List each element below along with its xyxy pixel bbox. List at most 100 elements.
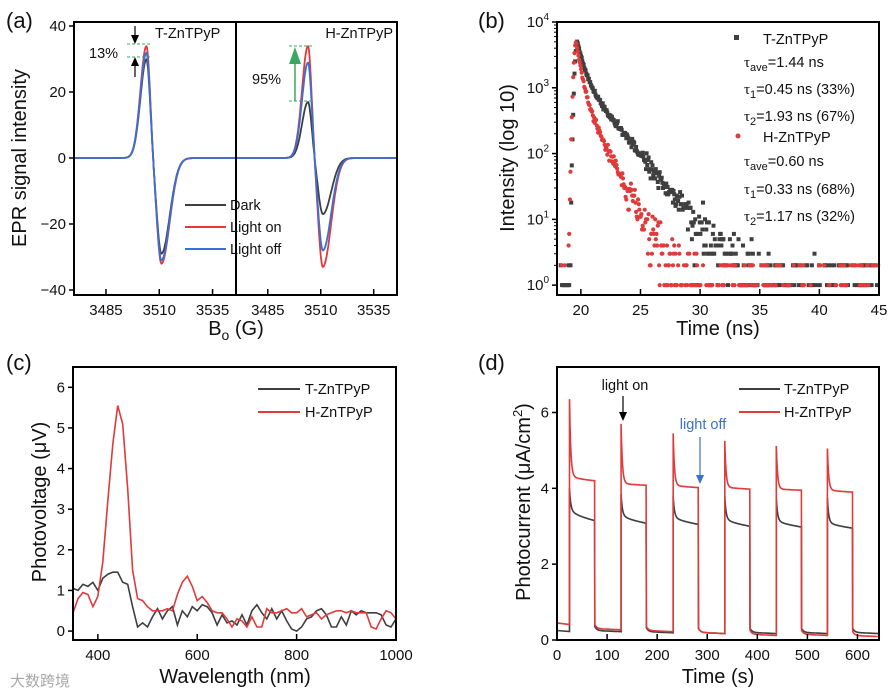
decay-point-t-zntpyp: [692, 263, 697, 268]
decay-point-t-zntpyp: [664, 181, 669, 186]
decay-point-t-zntpyp: [674, 202, 679, 207]
decay-point-h-zntpyp: [567, 197, 573, 202]
decay-point-t-zntpyp: [719, 243, 724, 248]
decay-point-h-zntpyp: [661, 243, 666, 248]
decay-point-t-zntpyp: [852, 283, 857, 288]
decay-point-t-zntpyp: [724, 251, 728, 256]
decay-point-h-zntpyp: [576, 53, 581, 58]
decay-point-h-zntpyp: [650, 214, 655, 219]
panel-b-ytick-label: 101: [527, 209, 550, 228]
epr-curve-t-zntpyp-light-on: [74, 45, 236, 265]
decay-point-h-zntpyp: [620, 176, 626, 181]
decay-point-h-zntpyp: [679, 283, 685, 288]
panel-label-c: (c): [6, 350, 32, 375]
panel-a-xtick-label: 3535: [196, 302, 229, 319]
panel-c-ytick-label: 2: [57, 542, 65, 559]
decay-point-t-zntpyp: [706, 220, 711, 225]
decay-point-t-zntpyp: [855, 283, 860, 288]
panel-label-b: (b): [478, 8, 505, 33]
panel-c-xtick-label: 400: [85, 647, 110, 664]
decay-point-t-zntpyp: [704, 227, 709, 232]
decay-point-h-zntpyp: [620, 171, 625, 176]
decay-point-t-zntpyp: [710, 231, 715, 236]
panel-d-xtick-label: 200: [645, 647, 670, 664]
panel-b-ytick-label: 102: [527, 144, 550, 163]
decay-point-t-zntpyp: [718, 231, 723, 236]
decay-point-h-zntpyp: [569, 115, 574, 120]
decay-point-t-zntpyp: [665, 185, 670, 189]
panel-d-ytick-label: 0: [541, 632, 549, 649]
decay-point-t-zntpyp: [572, 71, 577, 76]
decay-point-h-zntpyp: [613, 158, 618, 163]
decay-point-t-zntpyp: [792, 283, 797, 288]
decay-point-t-zntpyp: [647, 169, 652, 174]
decay-point-h-zntpyp: [787, 283, 792, 288]
decay-point-h-zntpyp: [584, 89, 589, 94]
panel-b-xtick-label: 35: [751, 302, 768, 319]
panel-a-ytick-label: 40: [49, 18, 66, 35]
panel-c-ytick-label: 1: [57, 582, 65, 599]
decay-point-h-zntpyp: [655, 223, 660, 228]
decay-point-h-zntpyp: [842, 263, 847, 268]
decay-point-h-zntpyp: [791, 263, 796, 268]
decay-point-t-zntpyp: [736, 237, 741, 242]
decay-point-h-zntpyp: [668, 251, 673, 256]
decay-point-h-zntpyp: [594, 117, 599, 123]
panel-c-ytick-label: 6: [57, 379, 65, 396]
decay-point-h-zntpyp: [677, 251, 682, 256]
decay-point-t-zntpyp: [672, 192, 677, 197]
legend-label-light-on: Light on: [230, 220, 282, 236]
decay-point-t-zntpyp: [592, 88, 597, 93]
decay-point-h-zntpyp: [710, 283, 715, 288]
decay-point-t-zntpyp: [655, 171, 660, 176]
decay-point-t-zntpyp: [829, 263, 834, 268]
legend-tau1-h-zntpyp: τ1=0.33 ns (68%): [744, 182, 855, 201]
decay-point-h-zntpyp: [733, 263, 738, 268]
decay-point-t-zntpyp: [567, 283, 572, 288]
panel-c-xtick-label: 600: [185, 647, 210, 664]
decay-point-t-zntpyp: [777, 283, 782, 288]
panel-d-xtick-label: 100: [595, 647, 620, 664]
arrow-down-icon: [696, 475, 704, 484]
decay-point-h-zntpyp: [575, 45, 580, 51]
decay-point-t-zntpyp: [869, 283, 874, 288]
decay-point-h-zntpyp: [773, 283, 778, 288]
decay-point-h-zntpyp: [626, 207, 632, 212]
decay-point-h-zntpyp: [587, 102, 592, 108]
decay-point-t-zntpyp: [708, 243, 713, 248]
decay-point-t-zntpyp: [629, 145, 634, 150]
decay-point-h-zntpyp: [673, 251, 678, 256]
decay-point-t-zntpyp: [676, 199, 681, 203]
decay-point-t-zntpyp: [811, 283, 816, 288]
decay-point-t-zntpyp: [588, 80, 593, 85]
decay-point-t-zntpyp: [578, 51, 583, 56]
decay-point-h-zntpyp: [750, 263, 756, 268]
decay-point-t-zntpyp: [756, 251, 761, 256]
decay-point-h-zntpyp: [562, 263, 567, 268]
decay-point-t-zntpyp: [611, 118, 616, 123]
decay-point-h-zntpyp: [695, 263, 700, 268]
decay-point-t-zntpyp: [703, 243, 708, 248]
decay-point-t-zntpyp: [699, 220, 704, 225]
decay-point-h-zntpyp: [628, 181, 634, 186]
decay-point-h-zntpyp: [641, 227, 647, 232]
decay-point-t-zntpyp: [571, 91, 576, 96]
decay-point-t-zntpyp: [640, 150, 645, 155]
decay-point-h-zntpyp: [698, 283, 703, 288]
panel-b-decay: 20 25 30 35 40 45 100 101 102 103 104 Intensity (lo…: [497, 12, 887, 340]
decay-point-t-zntpyp: [653, 176, 658, 181]
decay-point-h-zntpyp: [827, 283, 832, 288]
decay-point-t-zntpyp: [585, 73, 590, 78]
annotation-light-on: light on: [602, 378, 649, 394]
decay-point-t-zntpyp: [781, 263, 786, 268]
legend-label-light-off: Light off: [230, 242, 282, 258]
decay-point-t-zntpyp: [716, 263, 721, 268]
decay-point-t-zntpyp: [680, 193, 684, 198]
decay-point-t-zntpyp: [689, 237, 694, 242]
decay-point-h-zntpyp: [744, 283, 750, 288]
decay-point-h-zntpyp: [577, 60, 582, 65]
decay-point-t-zntpyp: [768, 263, 773, 268]
decay-point-h-zntpyp: [570, 94, 575, 99]
panel-c-xtick-label: 800: [284, 647, 309, 664]
arrow-down-icon: [619, 412, 627, 421]
